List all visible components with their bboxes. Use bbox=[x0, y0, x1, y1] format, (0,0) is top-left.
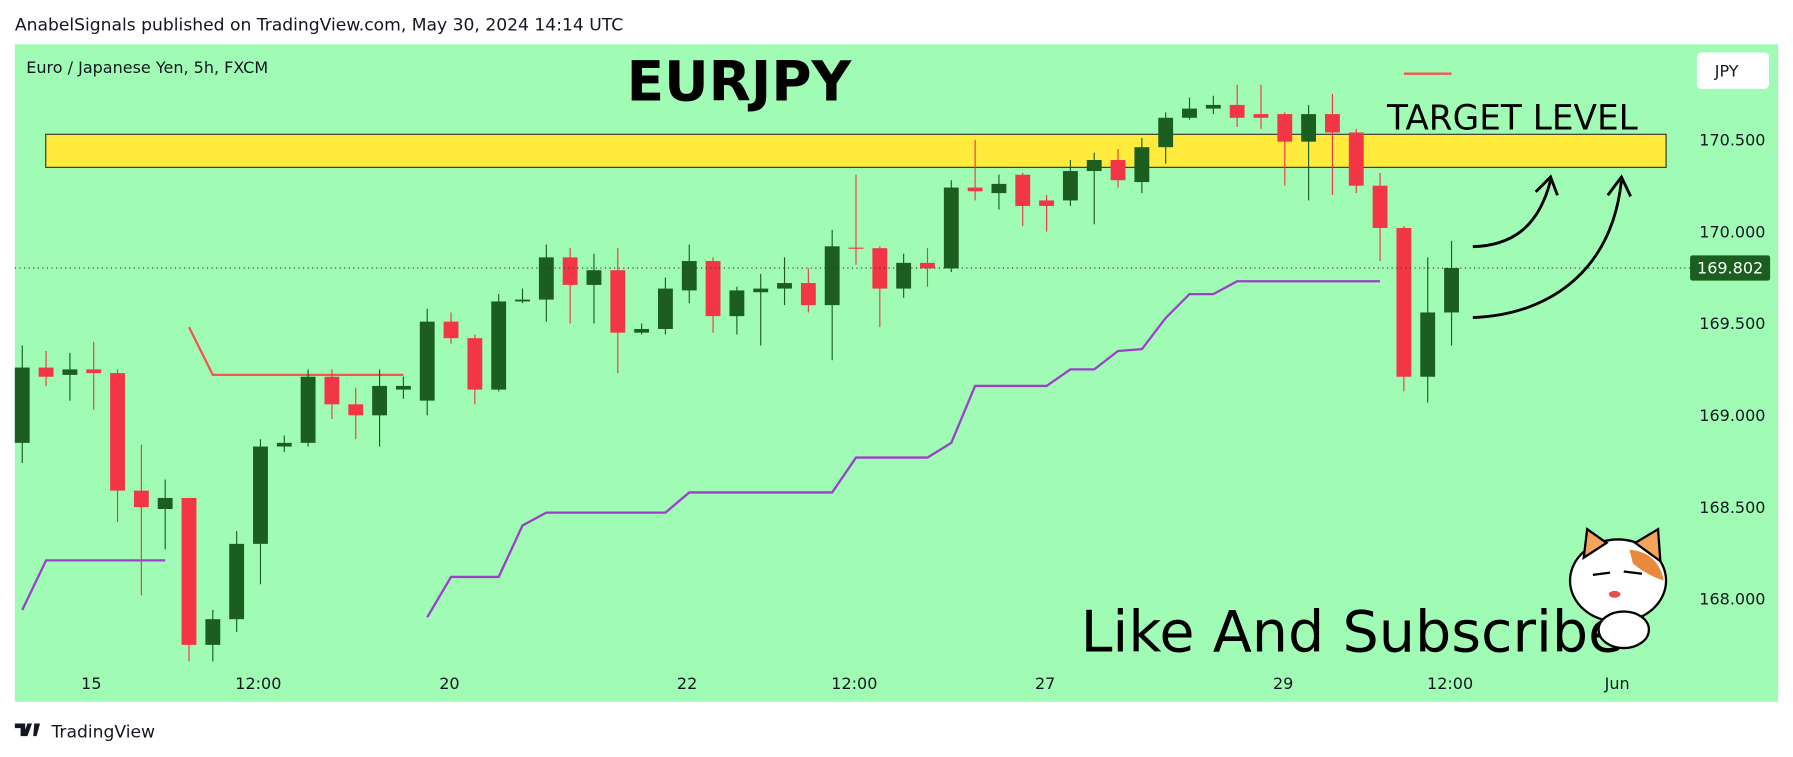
last-price-label: 169.802 bbox=[1697, 259, 1763, 278]
x-tick-label: 12:00 bbox=[1427, 674, 1473, 693]
candle-body bbox=[515, 299, 530, 302]
arrow bbox=[1472, 180, 1623, 320]
candle-body bbox=[729, 290, 745, 317]
candle-body bbox=[348, 404, 364, 416]
cat-sticker bbox=[1568, 527, 1668, 650]
candle-body bbox=[133, 490, 149, 508]
x-tick-label: 29 bbox=[1273, 674, 1293, 693]
currency: JPY bbox=[1714, 61, 1739, 80]
target-zone bbox=[45, 133, 1667, 168]
candle-body bbox=[896, 262, 912, 289]
candle-body bbox=[467, 338, 483, 390]
candle-body bbox=[777, 283, 792, 289]
candle-body bbox=[1444, 268, 1459, 313]
candle-body bbox=[634, 328, 650, 333]
candle-body bbox=[300, 376, 316, 443]
y-tick-label: 169.500 bbox=[1699, 314, 1765, 333]
plot-layer: TARGET LEVEL 169.802 168.000 168.500 169.000… bbox=[14, 72, 1771, 693]
x-tick-label: 12:00 bbox=[235, 674, 281, 693]
currency-box bbox=[1696, 52, 1769, 89]
candle-body bbox=[419, 321, 435, 401]
x-tick-label: 12:00 bbox=[831, 674, 877, 693]
indicator-line bbox=[426, 280, 1381, 618]
arrow bbox=[1472, 180, 1552, 249]
zone-label: TARGET LEVEL bbox=[1386, 99, 1638, 139]
candle-body bbox=[1348, 132, 1364, 186]
candle-body bbox=[395, 385, 411, 390]
candle-body bbox=[753, 288, 769, 293]
candle-body bbox=[1110, 160, 1126, 181]
candle-body bbox=[1205, 104, 1221, 109]
candle-body bbox=[14, 367, 30, 443]
candle-body bbox=[229, 543, 245, 620]
candle-body bbox=[681, 261, 697, 291]
y-tick-label: 169.000 bbox=[1699, 406, 1765, 425]
arrow-head bbox=[1606, 174, 1632, 198]
x-tick-label: 22 bbox=[677, 674, 697, 693]
candle-body bbox=[920, 262, 935, 269]
candle-body bbox=[1229, 104, 1245, 118]
candle-body bbox=[324, 376, 340, 405]
candle-body bbox=[1086, 160, 1102, 172]
x-tick-label: Jun bbox=[1604, 674, 1630, 693]
candle-body bbox=[276, 442, 292, 447]
last-price-box bbox=[1690, 255, 1771, 281]
x-tick-label: 20 bbox=[439, 674, 459, 693]
candle-body bbox=[824, 246, 840, 306]
candle-body bbox=[1158, 117, 1174, 148]
candle-body bbox=[1396, 227, 1412, 377]
candle-body bbox=[1372, 185, 1388, 228]
candle-body bbox=[800, 283, 816, 306]
y-tick-label: 168.000 bbox=[1699, 590, 1765, 609]
candle-body bbox=[1325, 114, 1340, 133]
candle-body bbox=[157, 497, 173, 509]
candle-body bbox=[110, 373, 125, 491]
chart-title: EURJPY bbox=[627, 49, 853, 113]
candle-body bbox=[943, 187, 959, 269]
x-tick-label: 27 bbox=[1035, 674, 1055, 693]
candle-body bbox=[1253, 114, 1269, 118]
y-tick-label: 168.500 bbox=[1699, 498, 1765, 517]
candle-body bbox=[991, 183, 1007, 194]
candle-body bbox=[253, 446, 268, 544]
annotation: Like And Subscribe bbox=[1081, 600, 1624, 666]
candle-body bbox=[38, 367, 54, 377]
candle-body bbox=[538, 257, 554, 300]
candle-body bbox=[86, 369, 102, 374]
candle-body bbox=[1015, 174, 1031, 206]
candle-body bbox=[1134, 147, 1150, 183]
candle-body bbox=[1277, 114, 1293, 142]
candle-body bbox=[1062, 171, 1078, 201]
candle-body bbox=[1182, 108, 1197, 118]
arrows bbox=[1472, 174, 1632, 320]
candle-body bbox=[372, 385, 388, 416]
candle-body bbox=[705, 261, 721, 317]
y-tick-label: 170.500 bbox=[1699, 131, 1765, 150]
candle-body bbox=[205, 619, 221, 645]
publisher: AnabelSignals published on TradingView.c… bbox=[15, 16, 623, 36]
y-tick-label: 170.000 bbox=[1699, 222, 1765, 241]
candle-body bbox=[1420, 312, 1436, 377]
candle-body bbox=[443, 321, 459, 339]
indicator-line bbox=[187, 326, 404, 377]
candle-body bbox=[181, 497, 197, 645]
footer-logo bbox=[14, 723, 41, 737]
candle-body bbox=[62, 369, 78, 375]
candle-body bbox=[848, 247, 864, 249]
candle-body bbox=[610, 270, 626, 333]
arrow-head bbox=[1534, 174, 1559, 196]
candle-body bbox=[657, 288, 673, 329]
candle-body bbox=[491, 301, 507, 390]
symbol: Euro / Japanese Yen, 5h, FXCM bbox=[26, 58, 268, 77]
candle-body bbox=[562, 257, 578, 285]
candle-body bbox=[1301, 114, 1317, 142]
candle-body bbox=[967, 187, 983, 192]
x-tick-label: 15 bbox=[81, 674, 101, 693]
candle-body bbox=[1039, 200, 1055, 206]
footer: TradingView bbox=[50, 722, 155, 742]
candle-body bbox=[586, 270, 602, 285]
